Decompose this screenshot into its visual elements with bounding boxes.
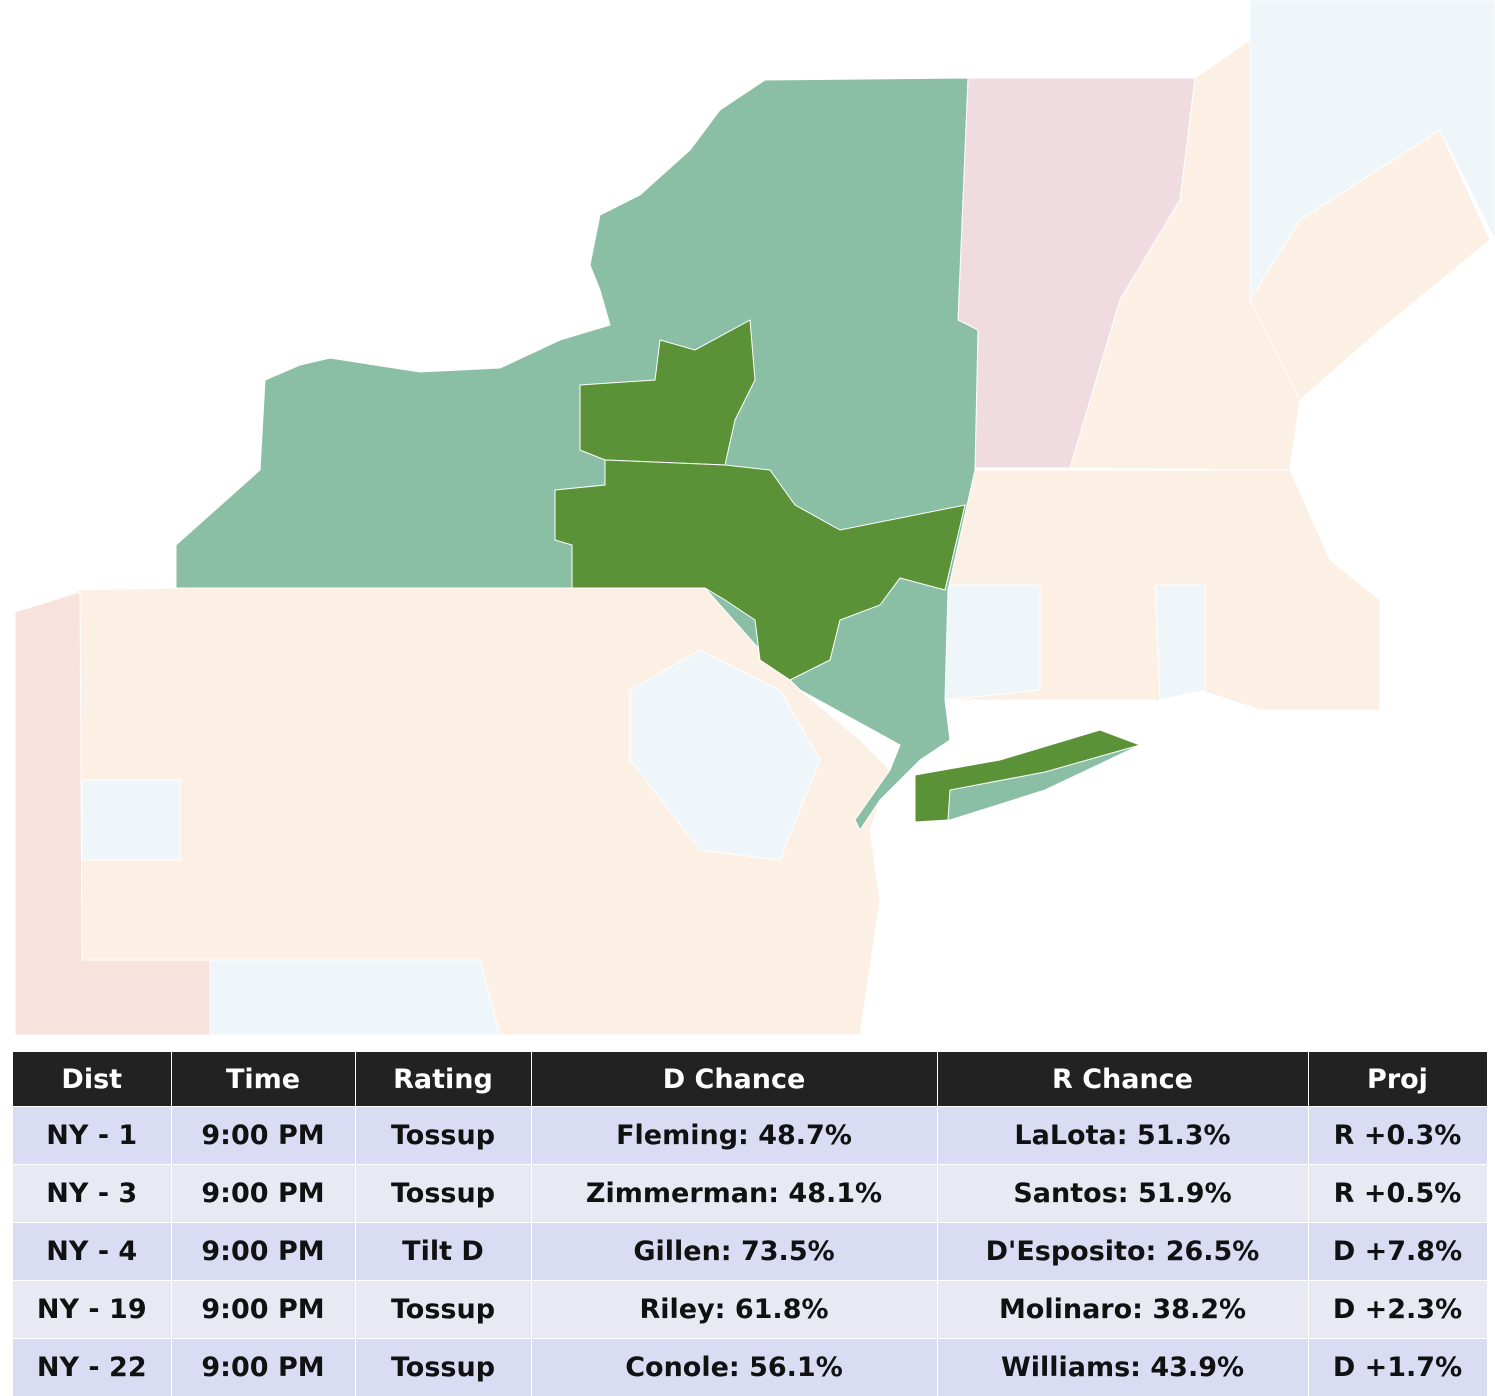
table-cell: NY - 22: [13, 1339, 171, 1396]
table-cell: R +0.3%: [1308, 1107, 1487, 1165]
table-cell: Tossup: [355, 1339, 531, 1396]
table-cell: LaLota: 51.3%: [937, 1107, 1308, 1165]
table-cell: Williams: 43.9%: [937, 1339, 1308, 1396]
table-cell: Fleming: 48.7%: [531, 1107, 937, 1165]
table-cell: D'Esposito: 26.5%: [937, 1223, 1308, 1281]
table-cell: D +2.3%: [1308, 1281, 1487, 1339]
table-cell: D +7.8%: [1308, 1223, 1487, 1281]
maryland-area: [82, 780, 180, 860]
table-cell: Santos: 51.9%: [937, 1165, 1308, 1223]
table-cell: Riley: 61.8%: [531, 1281, 937, 1339]
table-cell: Tossup: [355, 1281, 531, 1339]
column-header: Rating: [355, 1052, 531, 1107]
table-cell: NY - 4: [13, 1223, 171, 1281]
table-cell: Gillen: 73.5%: [531, 1223, 937, 1281]
table-cell: D +1.7%: [1308, 1339, 1487, 1396]
column-header: D Chance: [531, 1052, 937, 1107]
table-cell: 9:00 PM: [171, 1107, 355, 1165]
table-cell: Tossup: [355, 1107, 531, 1165]
table-cell: Tossup: [355, 1165, 531, 1223]
table-cell: Molinaro: 38.2%: [937, 1281, 1308, 1339]
table-cell: Tilt D: [355, 1223, 531, 1281]
table-cell: 9:00 PM: [171, 1223, 355, 1281]
table-cell: 9:00 PM: [171, 1339, 355, 1396]
rhode-island: [1155, 585, 1205, 700]
table-cell: Zimmerman: 48.1%: [531, 1165, 937, 1223]
column-header: Dist: [13, 1052, 171, 1107]
table-cell: 9:00 PM: [171, 1165, 355, 1223]
connecticut: [945, 585, 1040, 700]
delaware-area: [210, 960, 500, 1035]
table-cell: R +0.5%: [1308, 1165, 1487, 1223]
table-cell: NY - 19: [13, 1281, 171, 1339]
table-cell: NY - 1: [13, 1107, 171, 1165]
table-cell: 9:00 PM: [171, 1281, 355, 1339]
table-cell: NY - 3: [13, 1165, 171, 1223]
column-header: Proj: [1308, 1052, 1487, 1107]
column-header: Time: [171, 1052, 355, 1107]
column-header: R Chance: [937, 1052, 1308, 1107]
map: [0, 0, 1495, 1040]
table-cell: Conole: 56.1%: [531, 1339, 937, 1396]
